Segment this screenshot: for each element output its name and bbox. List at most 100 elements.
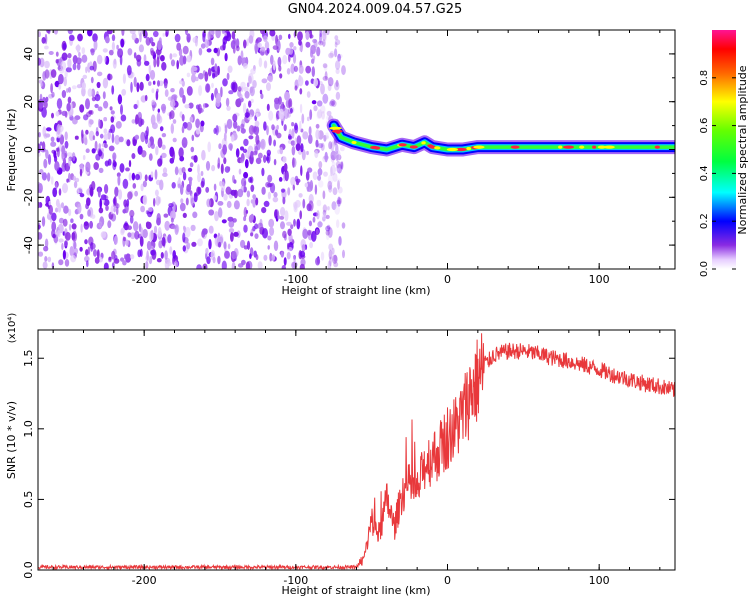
noise-speckle (161, 152, 167, 159)
noise-speckle (276, 124, 279, 130)
noise-speckle (134, 190, 139, 197)
noise-speckle (240, 123, 245, 130)
noise-speckle (170, 210, 176, 220)
noise-speckle (61, 52, 68, 61)
noise-speckle (198, 47, 203, 56)
colorbar-tick-label: 0.0 (699, 261, 710, 277)
noise-speckle (53, 150, 57, 159)
noise-speckle (322, 30, 327, 36)
snr-y-unit: (x10⁴) (7, 313, 18, 344)
noise-speckle (337, 180, 340, 190)
noise-speckle (259, 89, 263, 95)
noise-speckle (200, 43, 206, 49)
noise-speckle (52, 187, 58, 198)
noise-speckle (107, 130, 111, 140)
noise-speckle (120, 104, 123, 115)
noise-speckle (260, 93, 264, 100)
noise-speckle (63, 205, 69, 214)
noise-speckle (174, 33, 181, 43)
y-tick-label: 40 (22, 47, 35, 61)
noise-speckle (328, 52, 334, 59)
noise-speckle (322, 216, 326, 222)
noise-speckle (58, 217, 65, 224)
noise-speckle (71, 85, 77, 90)
noise-speckle (45, 133, 51, 138)
noise-speckle (261, 186, 266, 195)
noise-speckle (248, 135, 254, 140)
noise-speckle (272, 45, 279, 50)
noise-speckle (130, 81, 133, 93)
noise-speckle (212, 72, 216, 79)
noise-speckle (44, 256, 48, 262)
noise-speckle (132, 183, 137, 189)
noise-speckle (153, 225, 158, 234)
noise-speckle (248, 100, 252, 108)
noise-speckle (334, 39, 341, 46)
noise-speckle (111, 250, 116, 260)
noise-speckle (254, 120, 260, 127)
noise-speckle (156, 56, 160, 68)
noise-speckle (66, 102, 71, 112)
noise-speckle (41, 141, 46, 152)
noise-speckle (126, 139, 131, 147)
colorbar-label: Normalized spectral amplitude (736, 65, 749, 234)
noise-speckle (108, 145, 115, 152)
noise-speckle (181, 137, 188, 149)
noise-speckle (161, 236, 166, 247)
noise-speckle (305, 80, 309, 86)
noise-speckle (244, 159, 249, 169)
noise-speckle (329, 100, 335, 107)
signal-peak (562, 145, 575, 149)
noise-speckle (108, 128, 113, 133)
noise-speckle (257, 42, 262, 48)
noise-speckle (267, 235, 272, 241)
noise-speckle (264, 41, 270, 50)
noise-speckle (299, 103, 303, 114)
noise-speckle (84, 239, 88, 245)
noise-speckle (289, 107, 293, 114)
noise-speckle (140, 131, 146, 143)
noise-speckle (62, 183, 68, 194)
noise-speckle (258, 152, 263, 159)
noise-speckle (290, 224, 294, 230)
noise-speckle (322, 190, 326, 200)
noise-speckle (286, 68, 291, 75)
noise-speckle (308, 134, 313, 145)
noise-speckle (265, 49, 269, 56)
noise-speckle (64, 140, 69, 149)
noise-speckle (228, 90, 234, 95)
noise-speckle (191, 66, 198, 71)
noise-speckle (240, 81, 246, 90)
noise-speckle (122, 73, 126, 84)
noise-speckle (296, 218, 301, 230)
noise-speckle (85, 249, 89, 256)
noise-speckle (224, 124, 228, 135)
y-tick-label: 0.5 (22, 491, 35, 509)
noise-speckle (51, 112, 54, 119)
noise-speckle (97, 187, 101, 198)
noise-speckle (195, 76, 199, 82)
noise-speckle (139, 32, 142, 43)
noise-speckle (164, 89, 169, 97)
noise-speckle (99, 198, 102, 210)
noise-speckle (304, 182, 308, 188)
noise-speckle (186, 55, 192, 63)
signal-peak (579, 145, 585, 149)
noise-speckle (182, 45, 189, 55)
noise-speckle (335, 143, 339, 155)
y-tick-label: 20 (22, 95, 35, 109)
noise-speckle (55, 59, 59, 64)
noise-speckle (317, 175, 322, 181)
noise-speckle (160, 55, 165, 62)
noise-speckle (306, 150, 309, 156)
noise-speckle (42, 261, 48, 269)
noise-speckle (182, 245, 186, 252)
noise-speckle (327, 83, 332, 92)
noise-speckle (195, 127, 201, 135)
noise-speckle (334, 205, 341, 215)
signal-peak (654, 145, 660, 149)
noise-speckle (335, 60, 341, 70)
noise-speckle (125, 167, 130, 172)
noise-speckle (332, 254, 338, 264)
noise-speckle (122, 260, 127, 266)
